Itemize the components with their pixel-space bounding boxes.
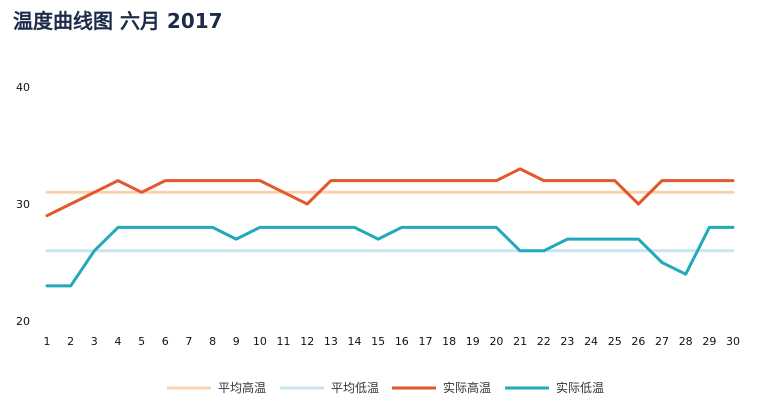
chart-title: 温度曲线图 六月 2017: [13, 9, 223, 33]
x-tick-label: 22: [537, 335, 551, 348]
legend: 平均高温 平均低温 实际高温 实际低温: [167, 380, 604, 395]
x-tick-label: 18: [442, 335, 456, 348]
series-line-4: [45, 225, 735, 288]
x-tick-label: 27: [655, 335, 669, 348]
x-tick-label: 14: [348, 335, 362, 348]
y-tick-label: 30: [16, 198, 30, 211]
x-tick-label: 23: [560, 335, 574, 348]
x-tick-label: 16: [395, 335, 409, 348]
x-tick-label: 6: [162, 335, 169, 348]
x-tick-label: 5: [138, 335, 145, 348]
x-tick-label: 13: [324, 335, 338, 348]
x-tick-label: 20: [489, 335, 503, 348]
series-lines: [45, 167, 735, 288]
x-tick-label: 17: [418, 335, 432, 348]
legend-label: 平均低温: [331, 381, 379, 395]
x-tick-label: 3: [91, 335, 98, 348]
legend-label: 实际高温: [443, 380, 491, 395]
y-tick-label: 40: [16, 81, 30, 94]
x-tick-label: 30: [726, 335, 740, 348]
x-tick-label: 21: [513, 335, 527, 348]
x-tick-label: 9: [233, 335, 240, 348]
y-axis-ticks: 20 30 40: [16, 81, 30, 328]
x-tick-label: 2: [67, 335, 74, 348]
series-line-3: [45, 167, 735, 218]
x-tick-label: 4: [114, 335, 121, 348]
x-tick-label: 15: [371, 335, 385, 348]
x-axis-ticks: 1 2 3 4 5 6 7 8 9 10 11 12 13 14 15 16 17 18 19 20 21 22 23 24 2…: [44, 335, 741, 348]
x-tick-label: 29: [702, 335, 716, 348]
x-tick-label: 10: [253, 335, 267, 348]
x-tick-label: 28: [679, 335, 693, 348]
x-tick-label: 8: [209, 335, 216, 348]
x-tick-label: 12: [300, 335, 314, 348]
legend-label: 实际低温: [556, 380, 604, 395]
x-tick-label: 1: [44, 335, 51, 348]
x-tick-label: 24: [584, 335, 598, 348]
legend-label: 平均高温: [218, 380, 266, 395]
x-tick-label: 7: [185, 335, 192, 348]
x-tick-label: 26: [631, 335, 645, 348]
x-tick-label: 11: [277, 335, 291, 348]
x-tick-label: 19: [466, 335, 480, 348]
y-tick-label: 20: [16, 315, 30, 328]
x-tick-label: 25: [608, 335, 622, 348]
